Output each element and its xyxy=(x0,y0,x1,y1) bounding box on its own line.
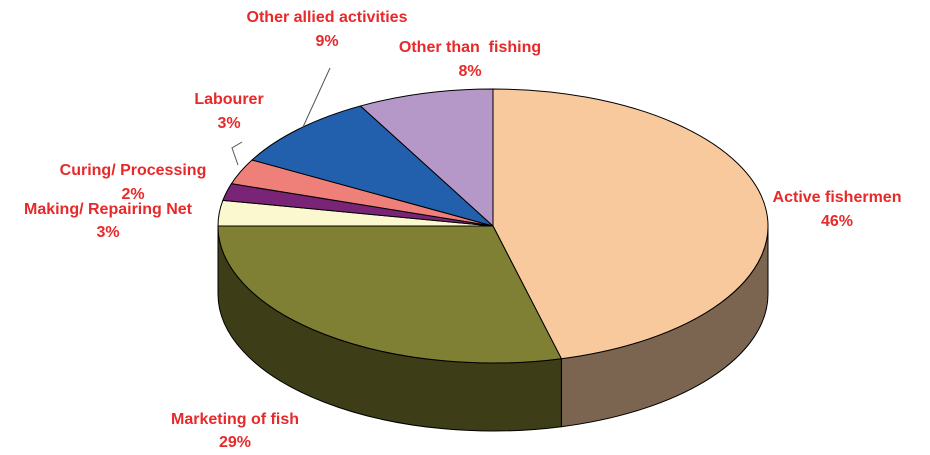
leader-line-other-allied xyxy=(302,67,331,128)
pct-making-repairing-net: 3% xyxy=(96,224,119,241)
pct-marketing-of-fish: 29% xyxy=(219,434,251,451)
label-active-fishermen: Active fishermen xyxy=(773,189,902,206)
pie-top-faces xyxy=(217,88,769,364)
label-labourer: Labourer xyxy=(194,91,263,108)
label-other-than-fishing: Other than fishing xyxy=(399,39,541,56)
slice-active-fishermen xyxy=(492,88,769,360)
pct-labourer: 3% xyxy=(217,115,240,132)
slice-other-than-fishing xyxy=(360,88,494,227)
label-making-repairing-net: Making/ Repairing Net xyxy=(24,201,193,218)
slice-labels: Active fishermen 46% Marketing of fish 2… xyxy=(24,9,901,451)
leader-line-labourer xyxy=(231,141,243,166)
label-other-allied-activities: Other allied activities xyxy=(247,9,408,26)
label-curing-processing: Curing/ Processing xyxy=(60,162,207,179)
pct-curing-processing: 2% xyxy=(121,186,144,203)
pct-other-than-fishing: 8% xyxy=(458,63,481,80)
slice-other-allied-activities xyxy=(251,105,494,227)
pct-other-allied-activities: 9% xyxy=(315,33,338,50)
slice-marketing-of-fish xyxy=(217,225,562,364)
label-marketing-of-fish: Marketing of fish xyxy=(171,411,299,428)
leader-lines xyxy=(231,67,331,166)
pct-active-fishermen: 46% xyxy=(821,213,853,230)
